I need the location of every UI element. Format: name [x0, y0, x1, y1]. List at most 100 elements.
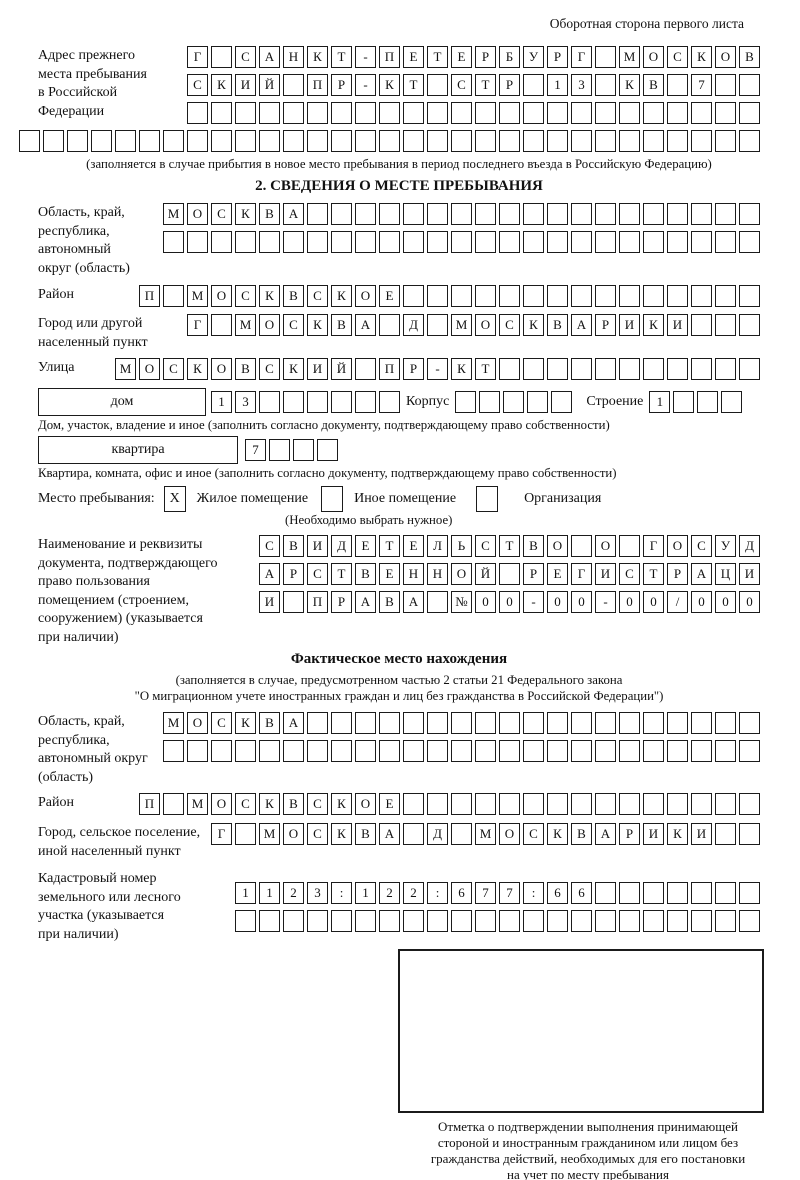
inoe-checkbox[interactable] [321, 486, 344, 512]
char-cell[interactable]: 0 [715, 591, 736, 613]
char-cell[interactable]: Т [427, 46, 448, 68]
char-cell[interactable] [715, 203, 736, 225]
char-cell[interactable] [667, 102, 688, 124]
char-cell[interactable] [739, 130, 760, 152]
char-cell[interactable] [595, 74, 616, 96]
char-cell[interactable] [499, 740, 520, 762]
char-cell[interactable] [211, 46, 232, 68]
char-cell[interactable] [739, 740, 760, 762]
char-cell[interactable] [643, 285, 664, 307]
char-cell[interactable] [403, 231, 424, 253]
org-checkbox[interactable] [476, 486, 499, 512]
char-cell[interactable] [739, 910, 760, 932]
char-cell[interactable]: Г [187, 314, 208, 336]
char-cell[interactable]: Т [499, 535, 520, 557]
char-cell[interactable] [547, 102, 568, 124]
char-cell[interactable] [547, 231, 568, 253]
char-cell[interactable] [269, 439, 290, 461]
char-cell[interactable]: В [523, 535, 544, 557]
char-cell[interactable] [331, 203, 352, 225]
char-cell[interactable] [451, 910, 472, 932]
char-cell[interactable] [619, 712, 640, 734]
char-cell[interactable] [499, 231, 520, 253]
char-cell[interactable]: О [187, 203, 208, 225]
char-cell[interactable] [667, 130, 688, 152]
char-cell[interactable]: : [523, 882, 544, 904]
char-cell[interactable]: О [139, 358, 160, 380]
char-cell[interactable]: И [307, 358, 328, 380]
char-cell[interactable] [427, 74, 448, 96]
char-cell[interactable]: М [475, 823, 496, 845]
char-cell[interactable] [451, 130, 472, 152]
char-cell[interactable] [307, 203, 328, 225]
char-cell[interactable]: О [595, 535, 616, 557]
char-cell[interactable] [379, 712, 400, 734]
char-cell[interactable] [595, 358, 616, 380]
char-cell[interactable]: Е [379, 285, 400, 307]
char-cell[interactable] [715, 740, 736, 762]
char-cell[interactable] [403, 823, 424, 845]
char-cell[interactable]: Р [523, 563, 544, 585]
char-cell[interactable]: М [619, 46, 640, 68]
char-cell[interactable] [691, 285, 712, 307]
char-cell[interactable] [571, 712, 592, 734]
char-cell[interactable]: У [715, 535, 736, 557]
char-cell[interactable]: В [379, 591, 400, 613]
char-cell[interactable]: К [331, 285, 352, 307]
char-cell[interactable]: К [307, 46, 328, 68]
char-cell[interactable]: 3 [235, 391, 256, 413]
char-cell[interactable]: Г [187, 46, 208, 68]
char-cell[interactable]: Ц [715, 563, 736, 585]
char-cell[interactable] [67, 130, 88, 152]
char-cell[interactable]: Т [475, 358, 496, 380]
char-cell[interactable]: 2 [379, 882, 400, 904]
char-cell[interactable]: Е [403, 46, 424, 68]
char-cell[interactable] [283, 910, 304, 932]
char-cell[interactable]: О [355, 285, 376, 307]
char-cell[interactable]: О [355, 793, 376, 815]
char-cell[interactable] [355, 910, 376, 932]
char-cell[interactable] [379, 130, 400, 152]
char-cell[interactable] [697, 391, 719, 413]
char-cell[interactable] [715, 910, 736, 932]
char-cell[interactable]: С [187, 74, 208, 96]
char-cell[interactable]: 1 [547, 74, 568, 96]
char-cell[interactable]: А [403, 591, 424, 613]
char-cell[interactable] [595, 130, 616, 152]
char-cell[interactable]: 3 [307, 882, 328, 904]
char-cell[interactable]: Р [403, 358, 424, 380]
char-cell[interactable]: Т [331, 46, 352, 68]
char-cell[interactable]: В [355, 823, 376, 845]
char-cell[interactable] [715, 793, 736, 815]
char-cell[interactable] [619, 358, 640, 380]
char-cell[interactable] [283, 740, 304, 762]
char-cell[interactable] [595, 910, 616, 932]
char-cell[interactable] [355, 712, 376, 734]
char-cell[interactable]: : [427, 882, 448, 904]
char-cell[interactable] [259, 102, 280, 124]
char-cell[interactable]: Т [331, 563, 352, 585]
char-cell[interactable] [19, 130, 40, 152]
char-cell[interactable]: Т [379, 535, 400, 557]
char-cell[interactable] [523, 793, 544, 815]
char-cell[interactable]: С [499, 314, 520, 336]
char-cell[interactable]: И [259, 591, 280, 613]
char-cell[interactable] [163, 285, 184, 307]
char-cell[interactable] [235, 102, 256, 124]
char-cell[interactable] [331, 102, 352, 124]
char-cell[interactable] [331, 910, 352, 932]
char-cell[interactable]: - [355, 46, 376, 68]
char-cell[interactable] [619, 882, 640, 904]
char-cell[interactable]: Д [739, 535, 760, 557]
char-cell[interactable] [211, 130, 232, 152]
char-cell[interactable] [379, 314, 400, 336]
char-cell[interactable]: Л [427, 535, 448, 557]
dom-box[interactable]: дом [38, 388, 206, 416]
char-cell[interactable]: А [379, 823, 400, 845]
char-cell[interactable] [691, 203, 712, 225]
char-cell[interactable] [307, 130, 328, 152]
char-cell[interactable] [283, 102, 304, 124]
char-cell[interactable] [475, 712, 496, 734]
char-cell[interactable]: С [523, 823, 544, 845]
char-cell[interactable] [475, 102, 496, 124]
